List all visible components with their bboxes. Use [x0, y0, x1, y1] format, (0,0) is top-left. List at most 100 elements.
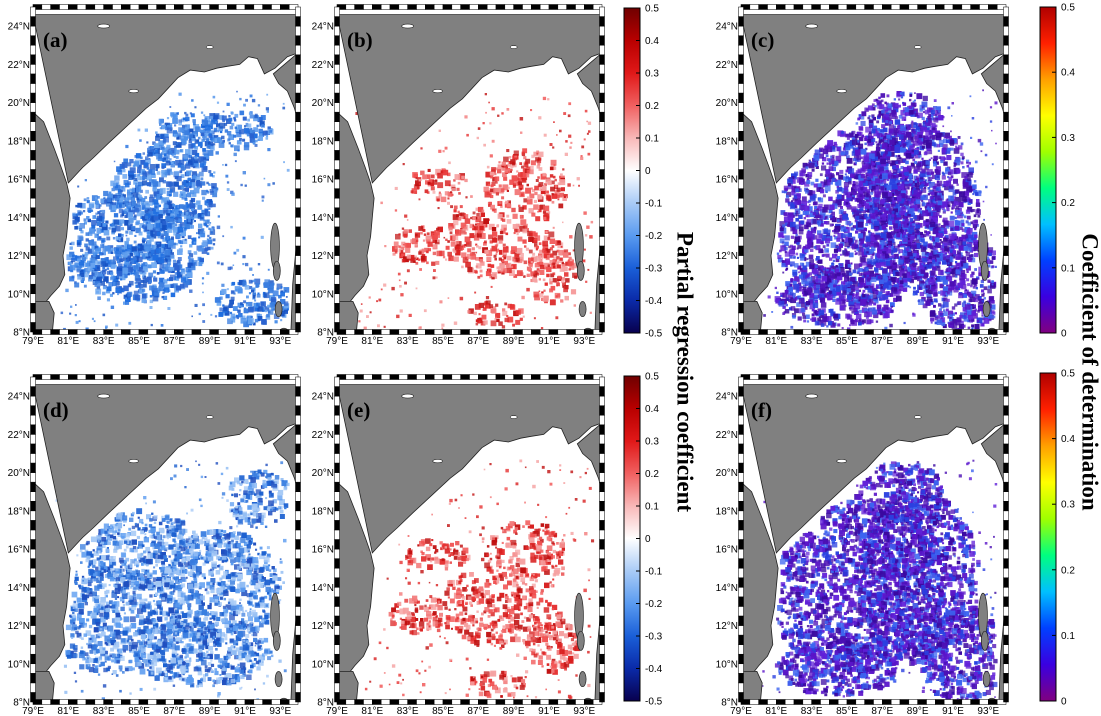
lon-tick-label: 87°E — [163, 336, 185, 347]
lat-tick-label: 16°N — [8, 545, 30, 556]
lat-tick-label: 14°N — [8, 213, 30, 224]
colorbar-tick-label: 0.4 — [1061, 434, 1075, 445]
map-frame — [334, 4, 605, 335]
map-panel: 79°E 81°E 83°E 85°E 87°E 89°E 91°E 93°E 8°N 10°N 1… — [716, 4, 1009, 347]
lon-tick-label: 89°E — [907, 336, 929, 347]
colorbar-tick-label: 0 — [645, 166, 651, 177]
map-panel: 79°E 81°E 83°E 85°E 87°E 89°E 91°E 93°E 8°N 10°N 1… — [8, 4, 301, 347]
land-srilanka — [741, 671, 763, 702]
land-india — [33, 384, 71, 702]
land — [741, 14, 1006, 332]
map-frame — [738, 4, 1009, 335]
lat-tick-label: 14°N — [716, 583, 738, 594]
map-frame — [738, 374, 1009, 705]
lat-tick-label: 16°N — [716, 175, 738, 186]
lat-tick-label: 16°N — [8, 175, 30, 186]
colorbar-tick-label: -0.5 — [645, 697, 663, 708]
colorbar-tick-label: 0.4 — [1061, 68, 1075, 79]
inland-water — [128, 459, 139, 464]
data-field — [364, 459, 595, 700]
lon-tick-label: 91°E — [538, 336, 560, 347]
colorbar-tick-label: -0.4 — [645, 296, 663, 307]
colorbar-tick-label: 0 — [1061, 697, 1067, 708]
lat-tick-label: 22°N — [312, 430, 334, 441]
inland-water — [401, 23, 414, 29]
lon-tick-label: 89°E — [503, 336, 525, 347]
lat-tick-label: 8°N — [721, 328, 738, 339]
colorbar-determination-bottom: 0.5 0.4 0.3 0.2 0.1 0 — [1039, 369, 1075, 708]
panel-label: (d) — [43, 398, 69, 422]
lat-tick-label: 18°N — [8, 506, 30, 517]
land-srilanka — [33, 671, 55, 702]
colorbar-tick-label: -0.2 — [645, 231, 663, 242]
lat-tick-label: 16°N — [312, 175, 334, 186]
colorbar-tick-label: 0.1 — [645, 502, 659, 513]
lat-tick-label: 18°N — [312, 136, 334, 147]
lon-tick-label: 93°E — [573, 706, 595, 716]
colorbar-tick-label: 0.5 — [1061, 369, 1075, 380]
land-island — [274, 671, 283, 688]
colorbar-tick-label: 0.5 — [1061, 3, 1075, 14]
colorbar-determination-title: Coefficient of determination — [1078, 233, 1101, 510]
land-island — [576, 260, 585, 281]
inland-water — [509, 45, 518, 49]
lon-tick-label: 89°E — [907, 706, 929, 716]
data-field — [355, 93, 594, 330]
lat-tick-label: 24°N — [8, 392, 30, 403]
land-north — [741, 14, 1006, 184]
land-india — [337, 384, 375, 702]
lat-tick-label: 18°N — [716, 506, 738, 517]
lat-tick-label: 18°N — [312, 506, 334, 517]
lat-tick-label: 14°N — [312, 583, 334, 594]
lat-tick-label: 20°N — [8, 98, 30, 109]
lon-tick-label: 91°E — [234, 706, 256, 716]
lat-tick-label: 8°N — [317, 698, 334, 709]
lon-tick-label: 81°E — [361, 706, 383, 716]
lat-tick-label: 10°N — [716, 289, 738, 300]
colorbar-tick-label: 0.3 — [645, 437, 659, 448]
lat-tick-label: 14°N — [716, 213, 738, 224]
lat-tick-label: 8°N — [721, 698, 738, 709]
land-island — [980, 630, 989, 651]
map-panel: 79°E 81°E 83°E 85°E 87°E 89°E 91°E 93°E 8°N 10°N 1… — [716, 374, 1009, 716]
lat-tick-label: 12°N — [312, 621, 334, 632]
colorbar-tick-label: -0.1 — [645, 567, 663, 578]
colorbar-tick-label: -0.5 — [645, 329, 663, 340]
lat-tick-label: 22°N — [716, 60, 738, 71]
land-srilanka — [741, 301, 763, 332]
land-india — [33, 14, 71, 332]
lat-tick-label: 12°N — [716, 251, 738, 262]
colorbar-determination-top: 0.5 0.4 0.3 0.2 0.1 0 — [1039, 3, 1075, 340]
lon-tick-label: 93°E — [977, 706, 999, 716]
lon-tick-label: 79°E — [730, 336, 752, 347]
colorbar-regression-title: Partial regression coefficient — [673, 232, 698, 513]
colorbar-tick-label: 0 — [1061, 329, 1067, 340]
lat-tick-label: 12°N — [8, 251, 30, 262]
land-island — [578, 671, 587, 688]
land-india — [741, 384, 779, 702]
lat-tick-label: 14°N — [312, 213, 334, 224]
land-srilanka — [33, 301, 55, 332]
lon-tick-label: 85°E — [128, 706, 150, 716]
lat-tick-label: 20°N — [312, 468, 334, 479]
lon-tick-label: 85°E — [432, 706, 454, 716]
lat-tick-label: 22°N — [8, 60, 30, 71]
land-india — [337, 14, 375, 332]
lon-tick-label: 79°E — [326, 706, 348, 716]
colorbar-tick-label: 0.5 — [645, 4, 659, 15]
lat-tick-label: 20°N — [312, 98, 334, 109]
lon-tick-label: 81°E — [57, 706, 79, 716]
lat-tick-label: 12°N — [312, 251, 334, 262]
colorbar-tick-label: 0.4 — [645, 404, 659, 415]
lon-tick-label: 87°E — [871, 336, 893, 347]
data-field — [758, 83, 998, 332]
land-north — [337, 384, 602, 554]
lon-tick-label: 85°E — [128, 336, 150, 347]
panel-label: (a) — [43, 28, 68, 52]
lat-tick-label: 10°N — [8, 659, 30, 670]
land — [33, 384, 298, 702]
land-island — [980, 260, 989, 281]
land-north — [741, 384, 1006, 554]
colorbar-tick-label: 0.4 — [645, 36, 659, 47]
land-srilanka — [337, 301, 359, 332]
